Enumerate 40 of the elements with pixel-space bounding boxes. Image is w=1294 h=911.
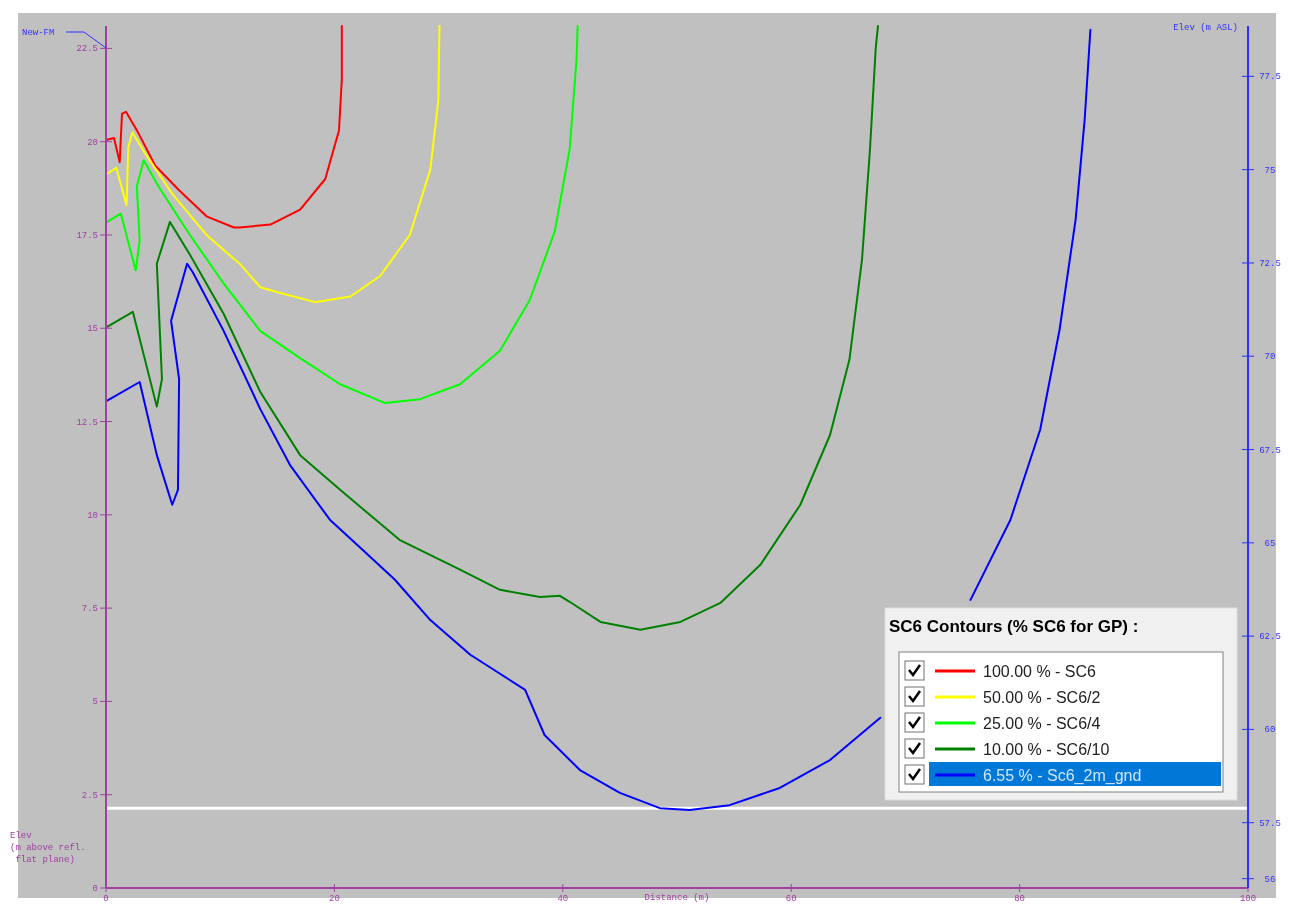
x-tick-label: 100 [1239,894,1257,904]
legend-label: 50.00 % - SC6/2 [983,689,1101,706]
x-tick-label: 60 [785,894,797,904]
y-tick-label: 0 [92,884,98,894]
y2-axis-title: Elev (m ASL) [1173,23,1238,33]
y2-tick-label: 62.5 [1259,632,1281,643]
y2-tick-label: 57.5 [1259,818,1281,829]
y-tick-label: 22.5 [76,44,98,55]
y2-tick-label: 75 [1264,165,1276,176]
y2-tick-label: 67.5 [1259,445,1281,456]
y2-tick-label: 65 [1264,538,1276,549]
y2-tick-label: 70 [1264,352,1276,363]
y-tick-label: 10 [87,510,98,521]
line-series [106,25,441,304]
legend-label: 10.00 % - SC6/10 [983,741,1110,758]
line-series [106,25,579,404]
legend-label: 6.55 % - Sc6_2m_gnd [983,767,1142,785]
y-tick-label: 15 [87,324,98,335]
legend-label: 100.00 % - SC6 [983,663,1097,680]
y2-tick-label: 60 [1264,725,1276,736]
y2-tick-label: 77.5 [1259,72,1281,83]
y-axis-title: Elev (m above refl. flat plane) [10,831,86,865]
y2-tick-label: 72.5 [1259,258,1281,269]
x-tick-label: 40 [557,894,569,904]
y-tick-label: 17.5 [76,230,98,241]
y-tick-label: 2.5 [81,790,98,801]
y-tick-label: 12.5 [76,417,98,428]
legend-label: 25.00 % - SC6/4 [983,715,1101,732]
x-tick-label: 0 [103,894,109,904]
legend-title: SC6 Contours (% SC6 for GP) : [889,617,1139,636]
y-tick-label: 5 [92,697,98,708]
line-series [106,25,343,229]
text: New-FM [22,28,55,38]
x-tick-label: 20 [328,894,340,904]
line-series [106,25,879,631]
y-tick-label: 20 [87,137,98,148]
x-tick-label: 80 [1014,894,1026,904]
x-axis-title: Distance (m) [644,893,710,903]
y-tick-label: 7.5 [81,604,98,615]
y2-tick-label: 56 [1264,874,1276,885]
